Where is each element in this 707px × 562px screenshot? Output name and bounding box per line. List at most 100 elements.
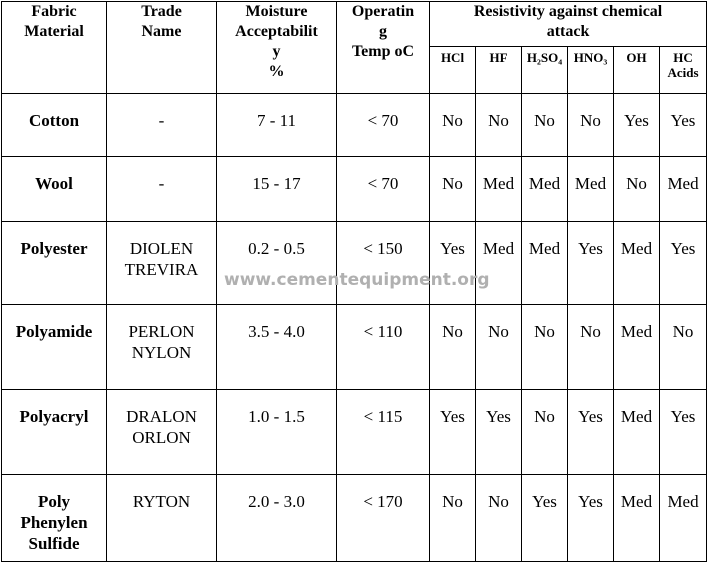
temp-cell: < 70 xyxy=(336,93,430,157)
watermark: www.cementequipment.org xyxy=(224,270,490,290)
cell-line: Polyester xyxy=(20,239,88,258)
resist-cell: Med xyxy=(521,156,568,222)
cell-line: Moisture xyxy=(245,3,308,20)
chemical-header: OH xyxy=(613,46,660,94)
chemical-header: HF xyxy=(475,46,522,94)
fabric-cell: Polyamide xyxy=(1,304,107,390)
resist-cell: Med xyxy=(613,389,660,475)
trade-cell: DRALON ORLON xyxy=(106,389,217,475)
cell-line: Cotton xyxy=(28,111,80,130)
trade-cell: RYTON xyxy=(106,474,217,562)
resist-cell: Yes xyxy=(567,221,614,305)
resist-cell: No xyxy=(658,304,707,390)
cell-line: Polyamide xyxy=(15,322,93,341)
fabric-cell: Polyacryl xyxy=(1,389,107,475)
resist-cell: Med xyxy=(613,304,660,390)
resist-cell: Med xyxy=(658,156,707,222)
cell-line: Phenylen xyxy=(20,513,88,532)
resist-cell: No xyxy=(613,156,660,222)
data-row: Polyacryl DRALON ORLON 1.0 - 1.5 < 115 Yes Yes… xyxy=(1,389,707,475)
resist-cell: No xyxy=(429,93,476,157)
cell-line: DIOLEN xyxy=(129,239,194,258)
trade-cell: PERLON NYLON xyxy=(106,304,217,390)
resist-cell: Med xyxy=(613,221,660,305)
header-cell: Trade Name xyxy=(106,1,217,94)
cell-line: g xyxy=(379,23,387,40)
resist-cell: Yes xyxy=(429,389,476,475)
cell-line: PERLON xyxy=(128,322,195,341)
cell-line: ORLON xyxy=(132,428,191,447)
resist-cell: Yes xyxy=(613,93,660,157)
cell-line: HCl xyxy=(440,50,465,65)
moisture-cell: 2.0 - 3.0 xyxy=(216,474,337,562)
cell-line: Polyacryl xyxy=(19,407,89,426)
resist-cell: Yes xyxy=(521,474,568,562)
header-cell: Resistivity against chemical attack xyxy=(428,1,707,47)
header-cell: Moisture Acceptabilit y% xyxy=(216,1,337,94)
resist-cell: Yes xyxy=(567,389,614,475)
moisture-cell: 15 - 17 xyxy=(216,156,337,222)
temp-cell: < 170 xyxy=(336,474,430,562)
cell-line: y xyxy=(272,43,281,60)
cell-line: Acids xyxy=(667,65,699,80)
data-row: Cotton -7 - 11 < 70 No No No No Yes Yes xyxy=(1,93,707,157)
moisture-cell: 3.5 - 4.0 xyxy=(216,304,337,390)
cell-line: Temp oC xyxy=(351,43,415,60)
chemical-header: HNO₃ xyxy=(567,46,614,94)
cell-line: Wool xyxy=(35,174,73,193)
data-row: Wool -15 - 17 < 70 No Med Med Med No Med xyxy=(1,156,707,222)
resist-cell: Yes xyxy=(658,93,707,157)
resist-cell: No xyxy=(521,389,568,475)
moisture-cell: 7 - 11 xyxy=(216,93,337,157)
cell-line: HNO₃ xyxy=(573,50,608,65)
cell-line: Operatin xyxy=(351,3,415,20)
resist-cell: No xyxy=(429,304,476,390)
data-row: Polyester DIOLEN TREVIRA 0.2 - 0.5 < 150 Yes M… xyxy=(1,221,707,305)
header-row: Fabric Material Trade Name Moisture Acceptabi… xyxy=(1,1,707,94)
resist-cell: No xyxy=(567,304,614,390)
fabric-cell: Wool xyxy=(1,156,107,222)
resist-cell: Yes xyxy=(658,389,707,475)
cell-line: Resistivity against chemical xyxy=(473,3,663,20)
cell-line: OH xyxy=(626,50,647,65)
cell-line: HF xyxy=(489,50,508,65)
cell-line: DRALON xyxy=(126,407,197,426)
resist-cell: Med xyxy=(567,156,614,222)
chemical-header: HC Acids xyxy=(658,46,707,94)
header-cell: Operatin g Temp oC xyxy=(336,1,430,94)
resist-cell: Med xyxy=(475,156,522,222)
cell-line: RYTON xyxy=(132,492,191,511)
cell-line: - xyxy=(158,111,165,130)
cell-line: Name xyxy=(141,23,182,40)
fabric-cell: Cotton xyxy=(1,93,107,157)
resist-cell: Med xyxy=(521,221,568,305)
data-row: Polyamide PERLON NYLON 3.5 - 4.0 < 110 No No No… xyxy=(1,304,707,390)
cell-line: HC xyxy=(673,50,693,65)
subheader-row: HCl HF H₂SO₄ HNO₃ OH HC Acids xyxy=(2,46,707,94)
resist-cell: No xyxy=(429,156,476,222)
temp-cell: < 70 xyxy=(336,156,430,222)
moisture-cell: 1.0 - 1.5 xyxy=(216,389,337,475)
resist-cell: No xyxy=(521,304,568,390)
cell-line: % xyxy=(268,63,285,80)
resist-cell: Yes xyxy=(658,221,707,305)
resist-cell: No xyxy=(475,304,522,390)
chemical-header: HCl xyxy=(429,46,476,94)
cell-line: NYLON xyxy=(131,343,192,362)
cell-line: Acceptabilit xyxy=(235,23,318,40)
temp-cell: < 115 xyxy=(336,389,430,475)
cell-line: Sulfide xyxy=(28,534,80,553)
resist-cell: Med xyxy=(613,474,660,562)
cell-line: TREVIRA xyxy=(124,260,199,279)
cell-line: Trade xyxy=(141,3,182,20)
header-cell: Fabric Material xyxy=(1,1,107,94)
fabric-cell: Polyester xyxy=(1,221,107,305)
resist-cell: No xyxy=(567,93,614,157)
resist-cell: Yes xyxy=(429,221,476,305)
cell-line: H₂SO₄ xyxy=(526,50,563,65)
cell-line: Poly xyxy=(37,492,71,511)
temp-cell: < 110 xyxy=(336,304,430,390)
resist-cell: No xyxy=(521,93,568,157)
